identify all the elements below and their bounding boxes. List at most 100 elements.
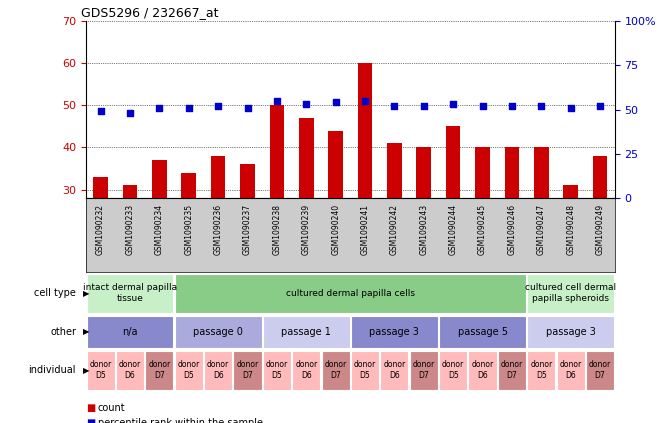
Text: GSM1090238: GSM1090238 — [272, 204, 282, 255]
Bar — [469, 351, 496, 390]
Text: intact dermal papilla
tissue: intact dermal papilla tissue — [83, 283, 177, 303]
Bar — [299, 118, 313, 198]
Text: GSM1090242: GSM1090242 — [390, 204, 399, 255]
Text: GSM1090249: GSM1090249 — [596, 204, 605, 255]
Bar — [498, 351, 526, 390]
Point — [125, 110, 136, 116]
Bar — [439, 351, 467, 390]
Bar — [380, 351, 408, 390]
Text: GSM1090244: GSM1090244 — [449, 204, 457, 255]
Point — [242, 104, 253, 111]
Text: donor
D5: donor D5 — [354, 360, 376, 380]
Text: passage 0: passage 0 — [193, 327, 243, 337]
Bar — [175, 351, 203, 390]
Point — [154, 104, 165, 111]
Point — [477, 103, 488, 110]
Bar — [263, 316, 350, 348]
Bar — [563, 185, 578, 198]
Point — [213, 103, 223, 110]
Text: GSM1090245: GSM1090245 — [478, 204, 487, 255]
Text: donor
D5: donor D5 — [266, 360, 288, 380]
Text: donor
D7: donor D7 — [148, 360, 171, 380]
Point — [360, 97, 370, 104]
Bar — [527, 274, 614, 313]
Bar — [586, 351, 614, 390]
Text: passage 3: passage 3 — [369, 327, 419, 337]
Bar — [416, 148, 431, 198]
Text: GSM1090239: GSM1090239 — [302, 204, 311, 255]
Text: other: other — [50, 327, 76, 337]
Text: donor
D7: donor D7 — [412, 360, 435, 380]
Point — [536, 103, 547, 110]
Bar — [233, 351, 262, 390]
Bar — [292, 351, 321, 390]
Bar — [87, 316, 173, 348]
Point — [595, 103, 605, 110]
Text: donor
D6: donor D6 — [471, 360, 494, 380]
Bar — [87, 274, 173, 313]
Point — [418, 103, 429, 110]
Text: GSM1090232: GSM1090232 — [96, 204, 105, 255]
Text: donor
D7: donor D7 — [589, 360, 611, 380]
Bar — [321, 351, 350, 390]
Text: ■: ■ — [86, 403, 95, 413]
Bar — [358, 63, 372, 198]
Text: GSM1090248: GSM1090248 — [566, 204, 575, 255]
Text: GSM1090233: GSM1090233 — [126, 204, 134, 255]
Bar — [527, 351, 555, 390]
Bar — [145, 351, 173, 390]
Text: count: count — [98, 403, 126, 413]
Bar — [87, 351, 115, 390]
Bar — [123, 185, 137, 198]
Bar — [240, 164, 255, 198]
Bar — [116, 351, 144, 390]
Text: GSM1090246: GSM1090246 — [508, 204, 516, 255]
Bar — [175, 316, 262, 348]
Text: passage 3: passage 3 — [546, 327, 596, 337]
Bar — [387, 143, 402, 198]
Bar — [351, 316, 438, 348]
Bar — [446, 126, 461, 198]
Text: donor
D7: donor D7 — [501, 360, 523, 380]
Bar — [439, 316, 526, 348]
Bar — [504, 148, 520, 198]
Text: n/a: n/a — [122, 327, 137, 337]
Text: passage 5: passage 5 — [457, 327, 508, 337]
Text: ▶: ▶ — [83, 327, 89, 336]
Text: cell type: cell type — [34, 288, 76, 298]
Text: ■: ■ — [86, 418, 95, 423]
Bar — [181, 173, 196, 198]
Point — [95, 108, 106, 115]
Text: donor
D6: donor D6 — [119, 360, 141, 380]
Text: donor
D5: donor D5 — [89, 360, 112, 380]
Text: donor
D6: donor D6 — [295, 360, 317, 380]
Point — [301, 101, 311, 107]
Text: GDS5296 / 232667_at: GDS5296 / 232667_at — [81, 5, 218, 19]
Text: GSM1090240: GSM1090240 — [331, 204, 340, 255]
Bar — [93, 177, 108, 198]
Point — [330, 99, 341, 106]
Bar — [152, 160, 167, 198]
Bar — [527, 316, 614, 348]
Text: donor
D5: donor D5 — [442, 360, 464, 380]
Point — [565, 104, 576, 111]
Bar — [557, 351, 585, 390]
Text: GSM1090243: GSM1090243 — [419, 204, 428, 255]
Text: individual: individual — [28, 365, 76, 375]
Text: donor
D5: donor D5 — [530, 360, 553, 380]
Bar — [175, 274, 526, 313]
Bar — [593, 156, 607, 198]
Bar — [475, 148, 490, 198]
Text: GSM1090235: GSM1090235 — [184, 204, 193, 255]
Bar — [534, 148, 549, 198]
Text: donor
D5: donor D5 — [178, 360, 200, 380]
Text: GSM1090237: GSM1090237 — [243, 204, 252, 255]
Point — [389, 103, 400, 110]
Point — [506, 103, 517, 110]
Bar — [211, 156, 225, 198]
Text: GSM1090236: GSM1090236 — [214, 204, 223, 255]
Bar — [410, 351, 438, 390]
Point — [184, 104, 194, 111]
Text: donor
D6: donor D6 — [383, 360, 405, 380]
Text: donor
D7: donor D7 — [237, 360, 258, 380]
